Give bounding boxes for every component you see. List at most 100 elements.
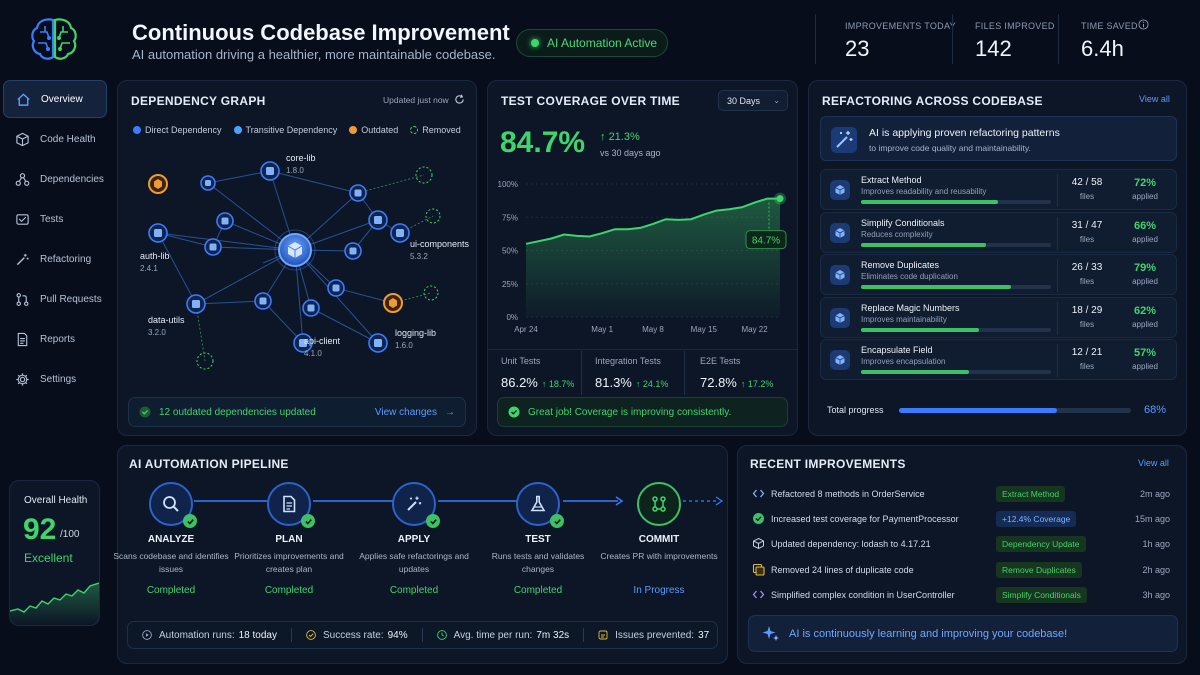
recent-improvement-row[interactable]: Increased test coverage for PaymentProce… <box>750 508 1170 530</box>
refactor-banner: AI is applying proven refactoring patter… <box>820 116 1177 161</box>
sidebar-item-reports[interactable]: Reports <box>3 320 107 358</box>
improvement-time: 1h ago <box>1142 539 1170 550</box>
arrow-right-icon[interactable]: → <box>445 406 455 418</box>
improvement-text: Refactored 8 methods in OrderService <box>771 489 925 499</box>
stat-label: Success rate: <box>322 629 384 641</box>
coverage-value: 84.7% <box>500 126 586 159</box>
node-label-data-utils: data-utils <box>148 315 185 325</box>
applied-label: applied <box>1132 319 1158 329</box>
node-version-core-lib: 1.8.0 <box>286 166 304 175</box>
refresh-icon[interactable] <box>454 94 465 105</box>
divider <box>1057 174 1058 207</box>
e2e-tests-stat: E2E Tests 72.8% ↑ 17.2% <box>700 356 773 390</box>
refactor-row[interactable]: Remove Duplicates Eliminates code duplica… <box>820 254 1177 295</box>
chevron-down-icon: ⌄ <box>773 96 780 105</box>
refactor-row[interactable]: Encapsulate Field Improves encapsulation 1… <box>820 339 1177 380</box>
divider <box>1057 259 1058 292</box>
refactor-row[interactable]: Extract Method Improves readability and r… <box>820 169 1177 210</box>
stat-value: 94% <box>387 629 408 641</box>
stat-change: ↑ 17.2% <box>740 379 774 389</box>
legend-label: Transitive Dependency <box>245 125 338 135</box>
ai-status-label: AI Automation Active <box>547 36 658 50</box>
recent-improvement-row[interactable]: Removed 24 lines of duplicate code Remove… <box>750 559 1170 581</box>
refactor-row[interactable]: Replace Magic Numbers Improves maintainab… <box>820 296 1177 338</box>
test-coverage-panel: TEST COVERAGE OVER TIME 30 Days ⌄ 84.7% … <box>487 80 798 436</box>
pipeline-connector <box>194 496 724 506</box>
x-tick-label: May 15 <box>691 325 718 334</box>
refactor-progress-bar <box>861 370 1051 374</box>
coverage-change-value: 21.3% <box>608 131 640 143</box>
node-version-data-utils: 3.2.0 <box>148 328 166 337</box>
divider <box>581 351 582 395</box>
divider <box>488 349 797 350</box>
stage-name: PLAN <box>275 534 303 545</box>
sidebar-item-label: Pull Requests <box>40 293 102 305</box>
cube-icon <box>830 180 850 200</box>
sidebar-item-label: Overview <box>41 93 83 105</box>
sidebar-item-label: Refactoring <box>40 253 92 265</box>
stat-value: 18 today <box>238 629 277 641</box>
legend-swatch <box>410 126 419 134</box>
stage-status: Completed <box>264 585 314 596</box>
stat-label-improvements: IMPROVEMENTS TODAY <box>845 21 956 31</box>
view-changes-link[interactable]: View changes <box>374 406 437 418</box>
stat-label: Integration Tests <box>595 356 661 366</box>
sidebar-item-refactoring[interactable]: Refactoring <box>3 240 107 278</box>
node-label-ui-components: ui-components <box>410 239 470 249</box>
pipeline-stage-plan[interactable]: PLAN Prioritizes improvements and create… <box>229 482 349 596</box>
refactor-description: Eliminates code duplication <box>861 272 958 281</box>
pipeline-stage-test[interactable]: TEST Runs tests and validates changes Co… <box>478 482 598 596</box>
range-select[interactable]: 30 Days ⌄ <box>718 90 788 111</box>
stat-value-files: 142 <box>975 36 1012 61</box>
pipeline-stage-analyze[interactable]: ANALYZE Scans codebase and identifies is… <box>111 482 231 596</box>
stat-value: 72.8% ↑ 17.2% <box>700 375 773 390</box>
git-commit-icon <box>652 496 666 512</box>
legend-label: Direct Dependency <box>145 125 222 135</box>
total-progress-label: Total progress <box>827 405 884 415</box>
stage-icon-circle <box>267 482 315 528</box>
recent-improvement-row[interactable]: Simplified complex condition in UserCont… <box>750 584 1170 606</box>
sidebar-item-pull-requests[interactable]: Pull Requests <box>3 280 107 318</box>
improvement-tag: Simplify Conditionals <box>996 586 1087 603</box>
refactor-progress-fill <box>861 200 998 204</box>
refactor-files: 18 / 29 <box>1071 304 1103 316</box>
panel-title: REFACTORING ACROSS CODEBASE <box>822 94 1043 108</box>
stage-description: Applies safe refactorings and updates <box>359 551 469 574</box>
report-icon <box>17 332 28 346</box>
divider <box>1057 301 1058 335</box>
legend-transitive: Transitive Dependency <box>233 125 338 135</box>
view-all-link[interactable]: View all <box>1139 94 1170 104</box>
coverage-chart[interactable]: 0% 25% 50% 75% 100% 84.7% Apr 24 May 1 May 8 May … <box>488 171 797 341</box>
magic-wand-icon <box>16 253 29 265</box>
sidebar-item-dependencies[interactable]: Dependencies <box>3 160 107 198</box>
sidebar-item-settings[interactable]: Settings <box>3 360 107 398</box>
stat-number: 81.3% <box>595 375 632 390</box>
banner-title: AI is applying proven refactoring patter… <box>869 127 1060 139</box>
stage-status: Completed <box>389 585 439 596</box>
issues-prevented-stat: Issues prevented: 37 <box>598 630 709 641</box>
divider <box>684 351 685 395</box>
recent-improvement-row[interactable]: Refactored 8 methods in OrderService Extr… <box>750 483 1170 505</box>
sidebar-item-code-health[interactable]: Code Health <box>3 120 107 158</box>
legend-label: Removed <box>422 125 461 135</box>
refactor-name: Encapsulate Field <box>861 345 933 355</box>
improvement-text: Simplified complex condition in UserCont… <box>771 589 955 600</box>
x-tick-label: May 22 <box>741 325 768 334</box>
sidebar-item-tests[interactable]: Tests <box>3 200 107 238</box>
coverage-change: ↑ 21.3% <box>600 131 640 143</box>
pipeline-stage-commit[interactable]: COMMIT Creates PR with improvements In P… <box>599 482 719 596</box>
refactor-row[interactable]: Simplify Conditionals Reduces complexity 3… <box>820 211 1177 253</box>
sidebar-item-overview[interactable]: Overview <box>3 80 107 118</box>
dependency-graph[interactable] <box>118 143 476 383</box>
stage-icon-circle <box>149 482 197 528</box>
x-tick-label: Apr 24 <box>514 325 538 334</box>
info-icon[interactable] <box>1138 19 1149 30</box>
pipeline-stage-apply[interactable]: APPLY Applies safe refactorings and upda… <box>354 482 474 596</box>
view-all-link[interactable]: View all <box>1138 458 1169 468</box>
y-tick-label: 50% <box>502 247 518 256</box>
recent-improvement-row[interactable]: Updated dependency: lodash to 4.17.21 Dep… <box>750 533 1170 555</box>
refactor-progress-bar <box>861 242 1051 247</box>
play-circle-icon <box>142 630 152 640</box>
page-subtitle: AI automation driving a healthier, more … <box>132 47 496 62</box>
y-tick-label: 75% <box>502 213 518 222</box>
